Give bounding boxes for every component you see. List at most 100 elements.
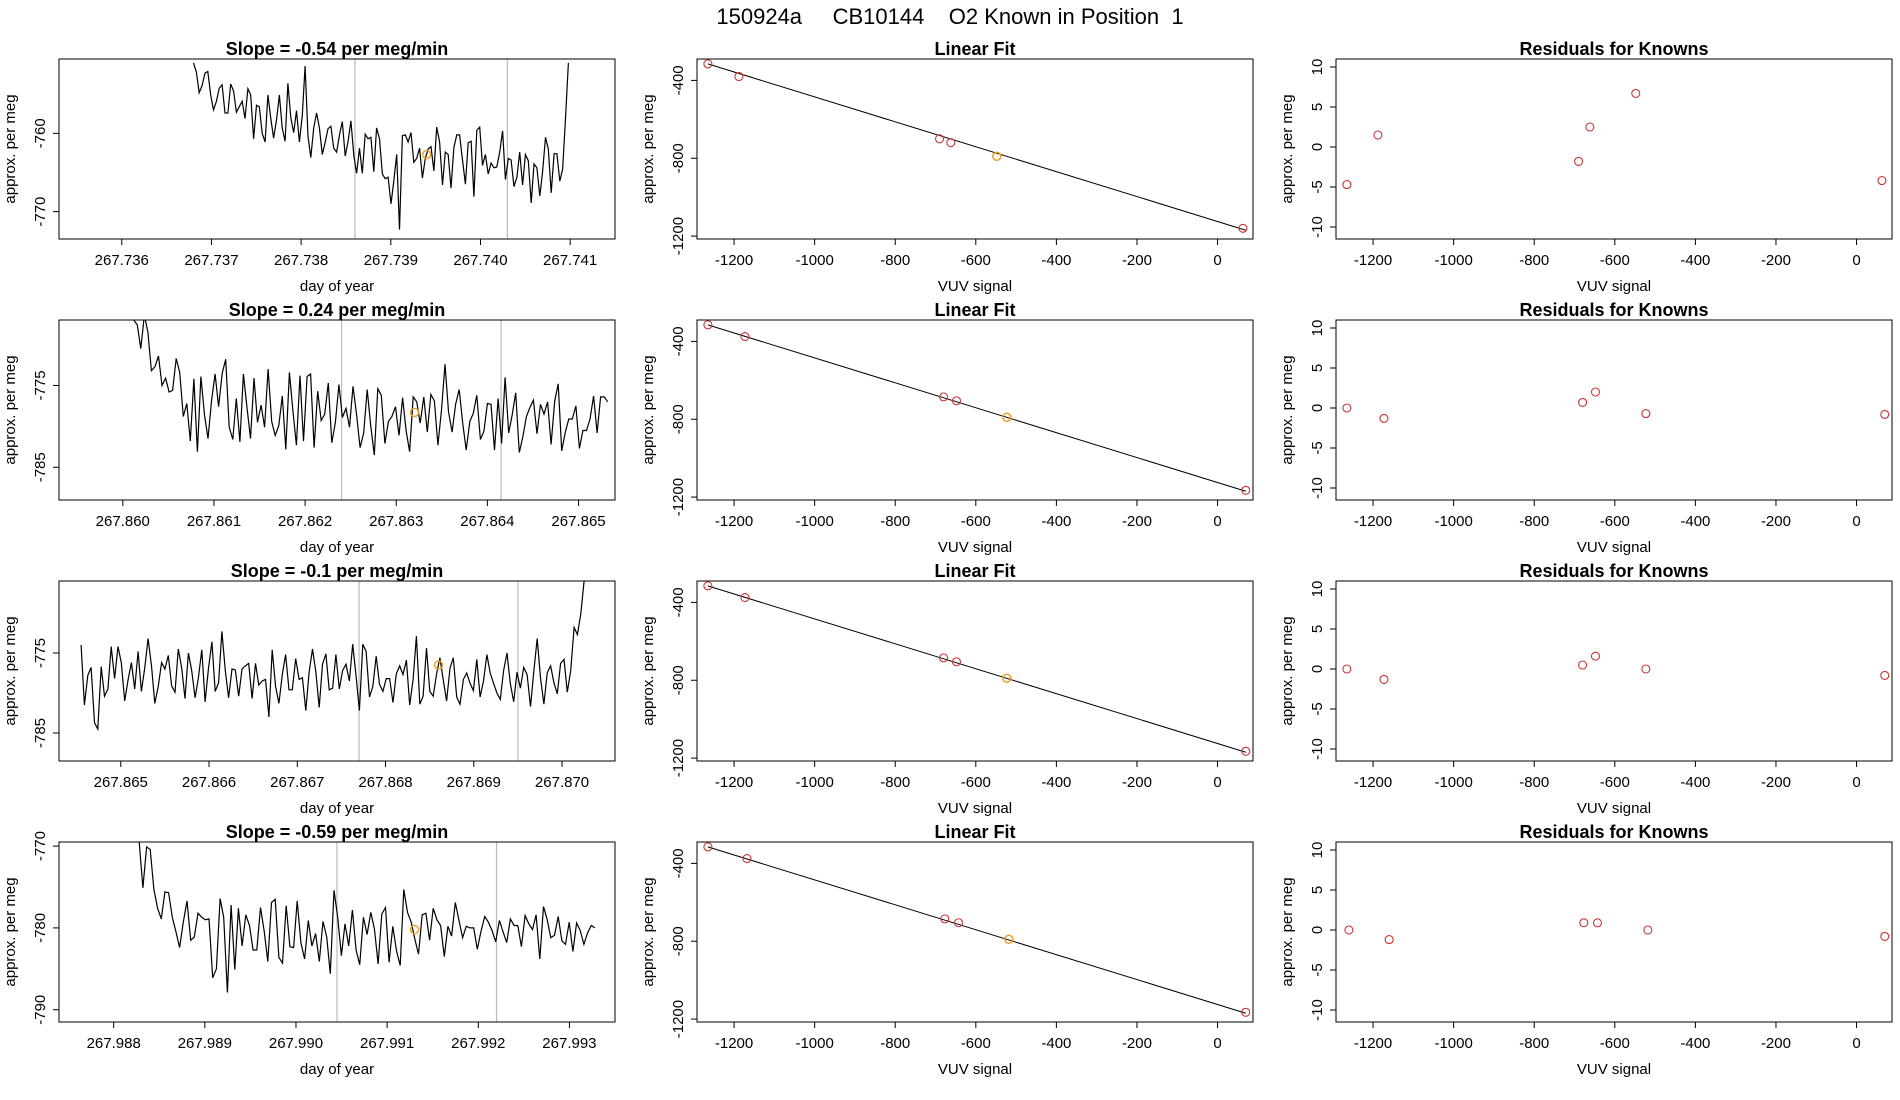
- y-tick-label: 10: [1309, 320, 1326, 337]
- data-layer: [192, 59, 569, 239]
- x-tick-label: 0: [1213, 1035, 1221, 1052]
- plot-frame: [696, 58, 1254, 240]
- highlight-point: [421, 149, 432, 160]
- y-tick-label: -785: [32, 718, 49, 748]
- panel-3-3: Residuals for Knowns VUV signal approx. pe…: [1279, 561, 1893, 817]
- x-tick-label: -1000: [1434, 252, 1472, 269]
- y-tick-label: -5: [1309, 180, 1326, 193]
- data-layer: [1344, 918, 1890, 945]
- data-point: [1585, 122, 1595, 132]
- data-layer: [138, 842, 596, 1022]
- x-axis-label: VUV signal: [1577, 539, 1651, 556]
- x-tick-label: -1200: [1354, 513, 1392, 530]
- x-tick-label: 0: [1213, 252, 1221, 269]
- x-tick-label: -1000: [1434, 774, 1472, 791]
- data-point: [1877, 176, 1887, 186]
- y-axis-label: approx. per meg: [640, 877, 657, 986]
- y-axis-label: approx. per meg: [1279, 355, 1296, 464]
- x-tick-label: -800: [1519, 252, 1549, 269]
- x-axis-label: VUV signal: [1577, 800, 1651, 817]
- data-point: [1241, 485, 1251, 495]
- y-tick-label: -790: [32, 995, 49, 1025]
- x-tick-label: 267.739: [364, 252, 418, 269]
- x-tick-label: 0: [1213, 774, 1221, 791]
- data-point: [1373, 130, 1383, 140]
- data-point: [1342, 180, 1352, 190]
- x-tick-label: -800: [1519, 774, 1549, 791]
- x-tick-label: -800: [880, 774, 910, 791]
- panel-4-3: Residuals for Knowns VUV signal approx. pe…: [1279, 822, 1893, 1078]
- x-tick-label: -800: [1519, 1035, 1549, 1052]
- y-axis-label: approx. per meg: [640, 355, 657, 464]
- panel-1-2: Linear Fit VUV signal approx. per meg -1200…: [640, 39, 1254, 295]
- x-tick-label: 267.868: [358, 774, 412, 791]
- panel-4-1: Slope = -0.59 per meg/min day of year appr…: [2, 822, 616, 1078]
- data-point: [1592, 918, 1603, 928]
- data-point: [734, 71, 744, 82]
- x-tick-label: -400: [1680, 252, 1710, 269]
- x-tick-label: 267.740: [453, 252, 507, 269]
- x-tick-label: -600: [1600, 1035, 1630, 1052]
- series-trace: [133, 320, 609, 456]
- y-tick-label: -10: [1309, 216, 1326, 238]
- data-layer: [133, 320, 609, 500]
- plot-frame: [1335, 580, 1893, 762]
- y-tick-label: 5: [1309, 886, 1326, 894]
- highlight-point: [433, 660, 444, 670]
- panel-title: Residuals for Knowns: [1519, 822, 1708, 842]
- x-axis-label: VUV signal: [938, 539, 1012, 556]
- panel-title: Linear Fit: [934, 39, 1015, 59]
- x-tick-label: -1200: [715, 1035, 753, 1052]
- y-tick-label: -1200: [670, 1000, 687, 1038]
- x-tick-label: -600: [961, 774, 991, 791]
- data-point: [703, 59, 713, 69]
- x-tick-label: 267.993: [542, 1035, 596, 1052]
- y-tick-label: -10: [1309, 477, 1326, 499]
- y-axis-label: approx. per meg: [2, 616, 19, 725]
- data-layer: [703, 320, 1251, 495]
- x-tick-label: 267.861: [187, 513, 241, 530]
- x-tick-label: -600: [961, 513, 991, 530]
- x-tick-label: -200: [1761, 774, 1791, 791]
- y-tick-label: 5: [1309, 625, 1326, 633]
- panel-2-1: Slope = 0.24 per meg/min day of year appro…: [2, 300, 616, 556]
- y-tick-label: -770: [32, 197, 49, 227]
- series-trace: [138, 842, 596, 993]
- x-tick-label: 267.737: [184, 252, 238, 269]
- y-tick-label: -1200: [670, 478, 687, 516]
- data-point: [1641, 409, 1651, 419]
- x-axis-label: day of year: [300, 800, 374, 817]
- panel-2-3: Residuals for Knowns VUV signal approx. pe…: [1279, 300, 1893, 556]
- panel-title: Linear Fit: [934, 561, 1015, 581]
- data-point: [1344, 925, 1354, 935]
- series-trace: [80, 581, 585, 732]
- panel-1-3: Residuals for Knowns VUV signal approx. pe…: [1279, 39, 1893, 295]
- y-tick-label: -400: [670, 65, 687, 95]
- data-point: [1578, 660, 1588, 670]
- panel-title: Slope = -0.54 per meg/min: [226, 39, 449, 59]
- data-point: [1241, 746, 1251, 756]
- y-tick-label: -800: [670, 665, 687, 695]
- x-tick-label: -200: [1761, 513, 1791, 530]
- highlight-point: [409, 407, 420, 418]
- data-point: [1579, 918, 1589, 928]
- x-tick-label: -800: [880, 252, 910, 269]
- fit-line: [707, 585, 1246, 753]
- data-point: [939, 653, 949, 663]
- x-tick-label: -1000: [795, 774, 833, 791]
- plot-frame: [1335, 841, 1893, 1023]
- y-tick-label: 10: [1309, 581, 1326, 598]
- panel-3-1: Slope = -0.1 per meg/min day of year appro…: [2, 561, 616, 817]
- data-point: [1573, 156, 1584, 166]
- y-tick-label: -5: [1309, 702, 1326, 715]
- y-tick-label: -775: [32, 638, 49, 668]
- plot-frame: [1335, 319, 1893, 501]
- x-tick-label: -1000: [795, 252, 833, 269]
- data-point: [1880, 931, 1890, 941]
- y-axis-label: approx. per meg: [1279, 94, 1296, 203]
- y-tick-label: 0: [1309, 665, 1326, 673]
- y-tick-label: -5: [1309, 963, 1326, 976]
- data-point: [1631, 88, 1641, 98]
- panel-4-2: Linear Fit VUV signal approx. per meg -1200…: [640, 822, 1254, 1078]
- x-tick-label: -1000: [795, 513, 833, 530]
